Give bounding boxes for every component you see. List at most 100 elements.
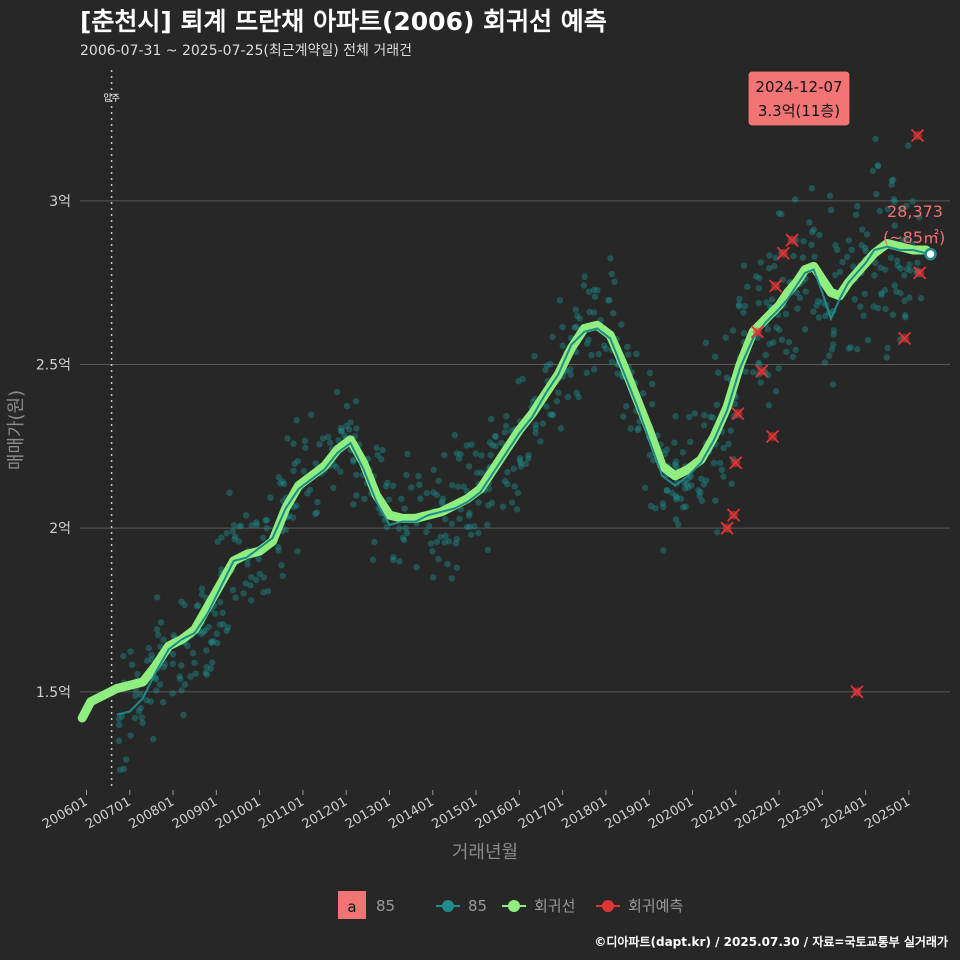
- trade-point: [646, 451, 654, 459]
- trade-point: [457, 450, 464, 458]
- trade-point: [430, 489, 437, 496]
- trade-point: [806, 219, 813, 226]
- trade-point: [335, 437, 342, 444]
- trade-point: [503, 422, 510, 430]
- trade-point: [282, 526, 289, 533]
- trade-point: [720, 473, 727, 480]
- trade-point: [717, 459, 724, 467]
- trade-point: [184, 642, 191, 650]
- trade-point: [442, 516, 449, 523]
- trade-point: [423, 489, 431, 497]
- forecast-point: [750, 325, 765, 339]
- trade-point: [284, 435, 291, 442]
- trade-point: [207, 665, 214, 672]
- trade-point: [229, 586, 237, 594]
- trade-point: [484, 546, 492, 554]
- trade-point: [237, 522, 245, 529]
- trade-point: [861, 290, 868, 298]
- trade-point: [403, 529, 411, 537]
- trade-point: [454, 483, 462, 490]
- trade-point: [152, 675, 160, 683]
- trade-point: [532, 421, 540, 428]
- trade-point: [909, 198, 916, 205]
- trade-point: [778, 210, 785, 218]
- trade-point: [259, 534, 267, 541]
- forecast-point-cross: [776, 246, 790, 260]
- trade-point: [814, 297, 822, 305]
- trade-point: [153, 687, 160, 694]
- x-tick-label: 201201: [300, 794, 350, 832]
- trade-point: [702, 339, 710, 347]
- trade-point: [192, 670, 199, 677]
- trade-point: [583, 369, 590, 377]
- trade-point: [429, 547, 436, 555]
- trade-point: [672, 412, 679, 420]
- x-tick-label: 200801: [127, 794, 177, 832]
- trade-point: [897, 265, 904, 272]
- trade-point: [698, 475, 705, 482]
- trade-point: [235, 538, 243, 545]
- trade-point: [324, 433, 332, 441]
- trade-point: [338, 427, 345, 435]
- trade-point: [463, 523, 471, 531]
- trade-point: [618, 321, 625, 328]
- trade-point: [337, 428, 345, 435]
- trade-point: [143, 697, 150, 704]
- trade-point: [870, 303, 877, 310]
- trade-point: [253, 576, 260, 584]
- trade-point: [899, 206, 907, 213]
- x-tick-label: 200901: [170, 794, 220, 832]
- end-price-label: 28,373: [887, 202, 943, 221]
- trade-point: [202, 669, 209, 676]
- trade-point: [453, 564, 461, 571]
- trade-point: [903, 202, 910, 210]
- trade-point: [180, 711, 187, 719]
- trade-point: [557, 425, 565, 432]
- trade-point: [585, 336, 592, 344]
- trade-point: [242, 512, 250, 519]
- trade-point: [139, 719, 146, 727]
- highlight-date: 2024-12-07: [755, 78, 842, 96]
- trade-point: [672, 492, 679, 500]
- trade-point: [198, 591, 206, 598]
- trade-point: [260, 574, 268, 581]
- legend-label: 회귀예측: [628, 897, 683, 915]
- trade-point: [306, 486, 314, 493]
- trade-point: [816, 231, 823, 239]
- trade-point: [353, 471, 360, 478]
- trade-point: [465, 463, 473, 470]
- trade-point: [499, 503, 507, 510]
- trade-point: [350, 456, 357, 464]
- trade-point: [330, 484, 337, 492]
- trade-point: [445, 538, 453, 545]
- trade-point: [213, 630, 220, 638]
- trade-point: [668, 489, 676, 496]
- trade-point: [675, 521, 682, 528]
- trade-point: [882, 305, 889, 313]
- trade-point: [860, 312, 867, 319]
- trade-point: [624, 351, 632, 358]
- trade-point: [127, 732, 134, 739]
- trade-point: [826, 192, 834, 199]
- trade-point: [809, 228, 816, 236]
- x-tick-label: 201401: [386, 794, 436, 832]
- trade-point: [627, 425, 634, 432]
- x-tick-label: 200601: [40, 794, 90, 832]
- trade-point: [556, 297, 564, 304]
- x-tick-label: 201001: [213, 794, 263, 832]
- trade-point: [553, 397, 561, 405]
- trade-point: [218, 534, 225, 541]
- trade-point: [169, 651, 177, 658]
- trade-point: [501, 429, 509, 436]
- trade-point: [702, 477, 710, 484]
- trade-point: [792, 196, 799, 203]
- forecast-point: [850, 685, 864, 699]
- y-tick-label: 2.5억: [36, 358, 71, 374]
- trade-point: [176, 673, 183, 680]
- trade-point: [574, 312, 581, 320]
- trade-point: [263, 516, 271, 524]
- trade-point: [776, 326, 783, 333]
- x-tick-label: 201501: [430, 794, 480, 832]
- trade-point: [891, 222, 898, 229]
- trade-point: [429, 574, 437, 581]
